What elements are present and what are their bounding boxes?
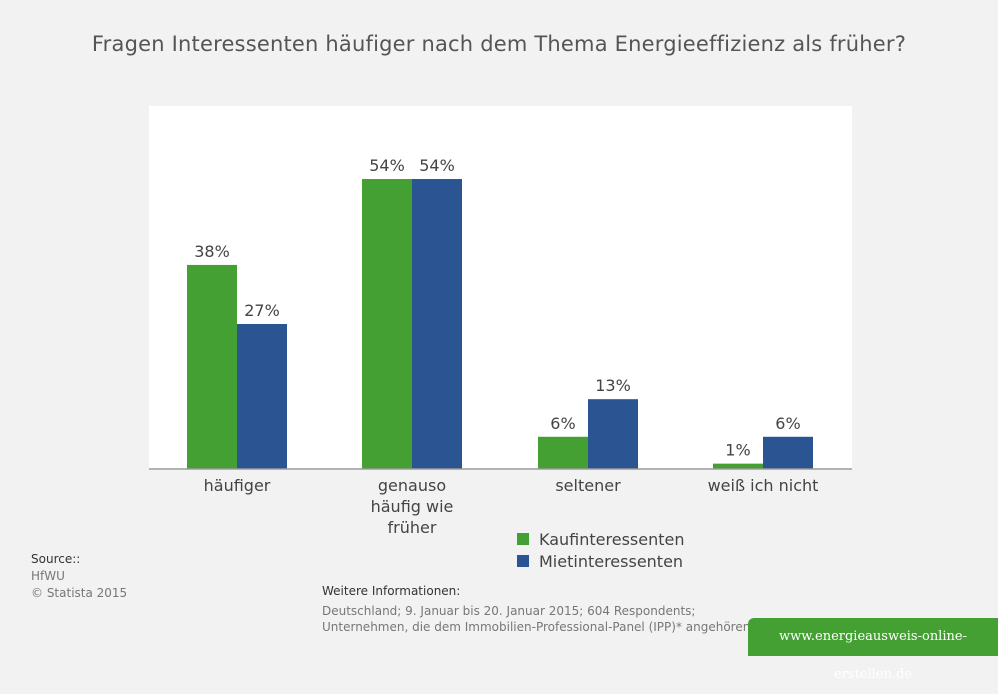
bar-miet — [237, 324, 287, 469]
x-tick-label-line: häufiger — [203, 476, 271, 495]
x-tick-label: häufiger — [162, 475, 312, 496]
legend-swatch-kauf — [517, 533, 529, 545]
x-tick-label-line: seltener — [555, 476, 621, 495]
value-label: 27% — [244, 301, 280, 320]
bar-miet — [412, 179, 462, 469]
bar-miet — [588, 399, 638, 469]
bar-kauf — [187, 264, 237, 469]
legend-item-miet: Mietinteressenten — [517, 550, 684, 572]
legend-label-miet: Mietinteressenten — [539, 551, 684, 571]
x-tick-label-line: genauso — [377, 476, 447, 495]
value-label: 1% — [725, 441, 750, 460]
x-tick-label: weiß ich nicht — [688, 475, 838, 496]
x-tick-label-line: häufig wie — [370, 497, 454, 516]
value-label: 13% — [595, 376, 631, 395]
bar-miet — [763, 436, 813, 469]
website-banner-link[interactable]: www.energieausweis-online-erstellen.de — [748, 618, 998, 682]
value-labels-group: 38% 27% 54% 54% 6% 13% 1% 6% — [194, 156, 800, 460]
bar-kauf — [362, 179, 412, 469]
legend: Kaufinteressenten Mietinteressenten — [517, 528, 684, 572]
info-line: Unternehmen, die dem Immobilien-Professi… — [322, 620, 751, 634]
value-label: 54% — [419, 156, 455, 175]
legend-swatch-miet — [517, 555, 529, 567]
source-block: Source:: HfWU © Statista 2015 — [31, 551, 127, 602]
value-label: 6% — [775, 414, 800, 433]
source-heading: Source:: — [31, 552, 81, 566]
info-heading: Weitere Informationen: — [322, 584, 461, 598]
legend-label-kauf: Kaufinteressenten — [539, 529, 685, 549]
x-tick-label-line: früher — [387, 518, 437, 537]
info-line: Deutschland; 9. Januar bis 20. Januar 20… — [322, 604, 696, 618]
bar-chart: 38% 27% 54% 54% 6% 13% 1% 6% — [149, 156, 852, 470]
x-tick-label-line: weiß ich nicht — [707, 476, 819, 495]
value-label: 6% — [550, 414, 575, 433]
bar-kauf — [713, 463, 763, 469]
bars-group — [187, 179, 813, 469]
source-line: © Statista 2015 — [31, 586, 128, 600]
x-tick-label: seltener — [513, 475, 663, 496]
legend-item-kauf: Kaufinteressenten — [517, 528, 684, 550]
value-label: 54% — [369, 156, 405, 175]
info-block: Weitere Informationen: Deutschland; 9. J… — [322, 583, 750, 635]
x-tick-label: genauso häufig wie früher — [337, 475, 487, 538]
chart-title: Fragen Interessenten häufiger nach dem T… — [91, 32, 907, 56]
value-label: 38% — [194, 242, 230, 261]
bar-kauf — [538, 436, 588, 469]
source-line: HfWU — [31, 569, 65, 583]
